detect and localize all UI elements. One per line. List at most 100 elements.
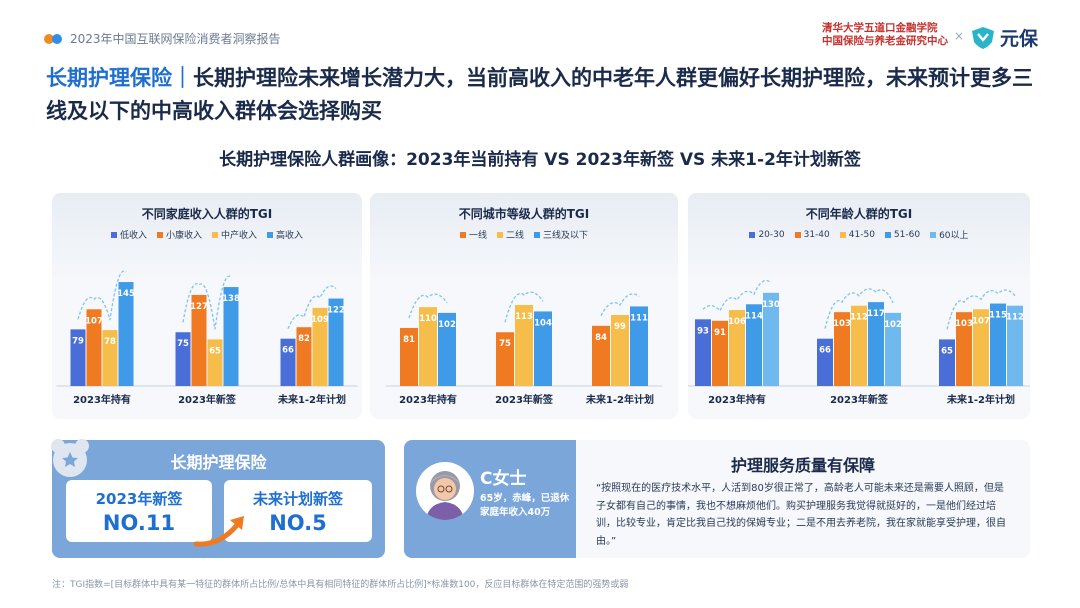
badge-rank: NO.5 <box>269 511 327 535</box>
persona-info: 65岁，赤峰，已退休 家庭年收入40万 <box>480 492 569 520</box>
bar-value-label: 102 <box>884 320 902 330</box>
chart-legend: 低收入 小康收入 中产收入 高收入 <box>52 228 362 241</box>
bar <box>534 311 552 386</box>
persona-info-line-2: 家庭年收入40万 <box>480 507 551 518</box>
ltc-card-title: 长期护理保险 <box>170 453 267 472</box>
headline-text: 长期护理险未来增长潜力大，当前高收入的中老年人群更偏好长期护理险，未来预计更多三… <box>46 66 1033 123</box>
trend-line <box>824 288 894 329</box>
bar-value-label: 122 <box>327 306 345 316</box>
legend-swatch <box>534 231 540 238</box>
bar <box>496 332 514 386</box>
trend-line <box>408 293 448 319</box>
legend-label: 三线及以下 <box>543 231 589 241</box>
category-label: 2023年新签 <box>830 393 889 406</box>
legend-item: 中产收入 <box>212 228 257 241</box>
legend-label: 中产收入 <box>221 231 258 241</box>
bar-value-label: 130 <box>762 300 780 310</box>
bar <box>973 309 989 386</box>
legend-label: 一线 <box>468 231 487 241</box>
bar-value-label: 112 <box>1006 313 1024 323</box>
bar-value-label: 107 <box>972 316 990 326</box>
bar <box>419 307 437 386</box>
brand-logo: 元保 <box>970 24 1038 51</box>
ltc-ranking-card: 长期护理保险 2023年新签 NO.11 未来计划新签 NO.5 <box>52 440 385 558</box>
charts-subtitle: 长期护理保险人群画像：2023年当前持有 VS 2023年新签 VS 未来1-2… <box>219 150 861 170</box>
bar <box>868 302 884 386</box>
persona-quote: “按照现在的医疗技术水平，人活到80岁很正常了，高龄老人可能未来还是需要人照顾，… <box>596 483 1006 547</box>
bar <box>70 329 86 386</box>
legend-label: 20-30 <box>758 229 785 240</box>
bar-value-label: 107 <box>85 316 103 326</box>
bar <box>712 320 728 386</box>
badge-rank: NO.11 <box>102 511 176 535</box>
persona-name: C女士 <box>480 469 527 489</box>
bar-value-label: 112 <box>850 313 868 323</box>
legend-swatch <box>794 231 801 238</box>
bar <box>515 304 533 386</box>
bar <box>175 332 191 386</box>
brand-name: 元保 <box>999 28 1038 50</box>
legend-label: 高收入 <box>276 231 304 241</box>
legend-item: 二线 <box>496 228 524 241</box>
bar-value-label: 65 <box>209 346 221 356</box>
legend-swatch <box>496 231 503 238</box>
legend-swatch <box>839 231 846 238</box>
bar <box>729 310 745 386</box>
bar-value-label: 81 <box>403 335 415 345</box>
bar-value-label: 113 <box>515 312 533 322</box>
bar-value-label: 93 <box>697 326 709 336</box>
chart-legend: 一线 二线 三线及以下 <box>370 228 678 241</box>
category-label: 未来1-2年计划 <box>946 393 1015 406</box>
bar <box>223 287 239 386</box>
bar <box>611 315 629 386</box>
bar-value-label: 84 <box>595 333 607 343</box>
legend-swatch <box>110 231 117 238</box>
trend-line <box>182 275 232 330</box>
bar <box>990 303 1006 386</box>
legend-label: 60以上 <box>939 231 969 241</box>
bar <box>400 327 418 386</box>
chart-title: 不同城市等级人群的TGI <box>458 207 590 221</box>
trend-line <box>946 289 1016 330</box>
bar <box>956 312 972 386</box>
partner-line-1: 清华大学五道口金融学院 <box>822 22 938 34</box>
bar-value-label: 109 <box>311 315 329 325</box>
bar <box>851 305 867 386</box>
legend-label: 低收入 <box>119 231 147 241</box>
bar-value-label: 110 <box>419 314 437 324</box>
bar-value-label: 75 <box>499 339 511 349</box>
times-sign: × <box>953 29 964 43</box>
persona-card: C女士 65岁，赤峰，已退休 家庭年收入40万 护理服务质量有保障 “按照现在的… <box>404 440 1030 558</box>
trend-line <box>287 285 337 329</box>
legend-label: 41-50 <box>848 229 875 240</box>
category-label: 2023年新签 <box>495 393 554 406</box>
bar <box>118 282 134 386</box>
legend-item: 31-40 <box>794 228 830 241</box>
tgi-footnote: 注：TGI指数=[目标群体中具有某一特征的群体所占比例/总体中具有相同特征的群体… <box>52 580 629 590</box>
legend-label: 31-40 <box>803 229 830 240</box>
legend-item: 高收入 <box>267 228 303 241</box>
category-label: 2023年持有 <box>708 393 766 406</box>
partner-institution: 清华大学五道口金融学院 中国保险与养老金研究中心 <box>822 22 948 48</box>
bar <box>296 327 312 386</box>
bar-value-label: 102 <box>438 320 456 330</box>
bar-value-label: 75 <box>177 339 189 349</box>
bar-value-label: 99 <box>614 322 626 332</box>
trend-line <box>600 293 640 317</box>
bar-value-label: 145 <box>117 289 135 299</box>
bar-value-label: 82 <box>298 334 310 344</box>
headline: 长期护理保险｜长期护理险未来增长潜力大，当前高收入的中老年人群更偏好长期护理险，… <box>46 62 1046 128</box>
new-sign-2023-badge: 2023年新签 NO.11 <box>66 480 212 542</box>
legend-item: 低收入 <box>110 228 147 241</box>
bar-value-label: 117 <box>867 309 885 319</box>
legend-label: 二线 <box>505 231 524 241</box>
persona-heading: 护理服务质量有保障 <box>730 456 875 475</box>
future-plan-badge: 未来计划新签 NO.5 <box>224 480 372 542</box>
bar <box>1007 305 1023 386</box>
bar-value-label: 104 <box>534 318 552 328</box>
bar-value-label: 127 <box>190 302 208 312</box>
legend-swatch <box>156 231 163 238</box>
bar <box>86 309 102 386</box>
